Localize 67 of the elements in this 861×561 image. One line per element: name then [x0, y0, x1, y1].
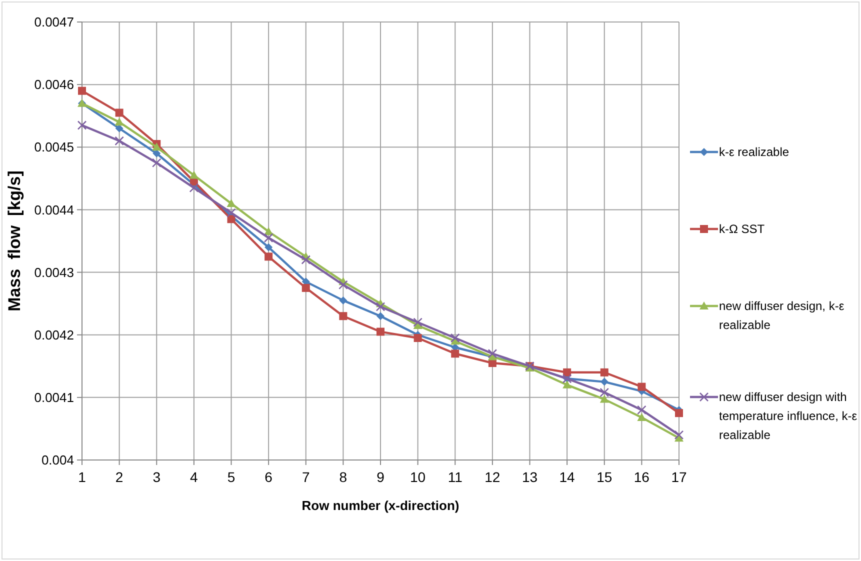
- x-tick-label: 8: [339, 469, 348, 485]
- point: [600, 368, 608, 376]
- x-tick-label: 4: [190, 469, 198, 485]
- x-tick-label: 15: [596, 469, 612, 485]
- y-axis-title: Mass flow [kg/s]: [5, 170, 24, 312]
- x-tick-label: 16: [634, 469, 650, 485]
- x-tick-label: 12: [484, 469, 500, 485]
- point: [264, 252, 273, 261]
- y-tick-label: 0.0043: [34, 264, 74, 280]
- point: [339, 312, 348, 320]
- point: [600, 394, 609, 403]
- y-tick-label: 0.0045: [34, 140, 74, 155]
- legend-label: new diffuser design, k-ε realizable: [719, 299, 845, 332]
- point: [413, 318, 422, 327]
- y-tick-label: 0.0041: [34, 390, 74, 405]
- point: [114, 118, 124, 126]
- y-tick-label: 0.0046: [34, 77, 74, 92]
- point: [78, 86, 86, 95]
- point: [637, 405, 646, 415]
- point: [226, 198, 236, 207]
- legend-label: k-ε realizable: [719, 145, 790, 160]
- point: [451, 350, 460, 358]
- x-tick-label: 6: [264, 469, 273, 485]
- point: [450, 333, 460, 343]
- point: [302, 284, 310, 292]
- point: [114, 136, 124, 146]
- point: [189, 183, 199, 192]
- point: [264, 233, 274, 243]
- point: [488, 348, 498, 358]
- y-tick-label: 0.0047: [34, 14, 74, 30]
- y-tick-label: 0.0044: [34, 202, 74, 218]
- point: [674, 430, 684, 440]
- x-tick-label: 1: [78, 469, 86, 485]
- x-tick-label: 11: [448, 469, 463, 485]
- x-tick-label: 13: [522, 469, 538, 485]
- point: [301, 255, 311, 264]
- x-tick-label: 17: [671, 469, 687, 485]
- y-tick-label: 0.004: [41, 452, 74, 468]
- x-tick-label: 14: [559, 469, 576, 485]
- point: [562, 380, 572, 388]
- point: [264, 243, 273, 252]
- point: [338, 280, 348, 290]
- point: [339, 296, 348, 304]
- x-tick-label: 7: [302, 469, 310, 485]
- x-tick-label: 5: [227, 469, 236, 485]
- point: [600, 378, 608, 386]
- point: [600, 388, 610, 398]
- point: [637, 412, 646, 421]
- point: [376, 312, 384, 320]
- x-tick-label: 9: [376, 469, 385, 485]
- x-tick-label: 10: [410, 469, 426, 485]
- x-tick-label: 3: [152, 469, 161, 485]
- point: [115, 108, 124, 117]
- x-axis-title: Row number (x-direction): [302, 498, 460, 513]
- point: [152, 158, 162, 168]
- y-tick-label: 0.0042: [34, 327, 74, 342]
- point: [675, 409, 683, 418]
- point: [189, 170, 198, 179]
- legend-label: new diffuser design with temperature influence, k-ε realizable: [719, 390, 858, 442]
- legend-label: k-Ω SST: [719, 222, 766, 236]
- point: [638, 382, 646, 391]
- point: [414, 334, 422, 342]
- point: [77, 120, 87, 130]
- point: [376, 328, 384, 336]
- point: [226, 208, 236, 218]
- point: [376, 302, 386, 312]
- x-tick-label: 2: [115, 469, 124, 485]
